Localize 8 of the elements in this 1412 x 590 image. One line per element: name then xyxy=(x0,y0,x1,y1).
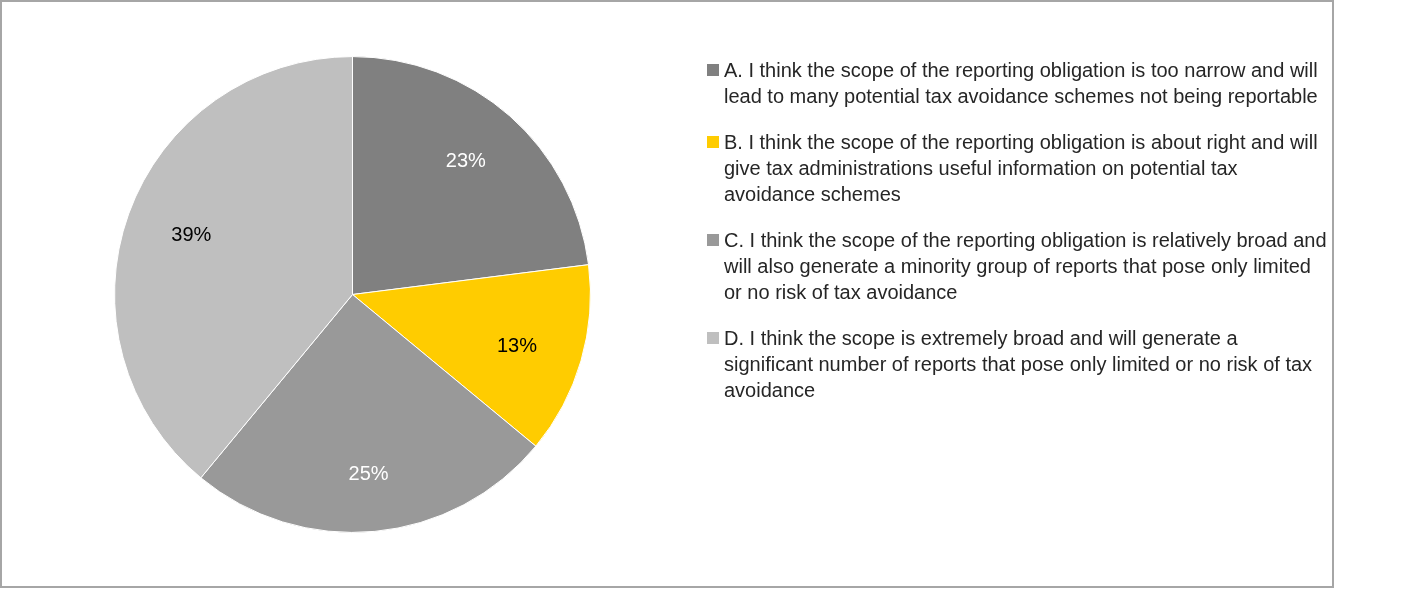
legend-label: C. I think the scope of the reporting obligation is relatively broad and will also generate a minority group of reports that pose only limited or no risk of tax avoidance xyxy=(724,228,1327,305)
data-label: 39% xyxy=(171,222,212,245)
legend-label: D. I think the scope is extremely broad and will generate a significant number of reports that pose only limited or no risk of tax avoidance xyxy=(724,326,1314,403)
data-label: 25% xyxy=(348,462,389,485)
legend-label: A. I think the scope of the reporting obligation is too narrow and will lead to many potential tax avoidance schemes not being reportable xyxy=(724,58,1319,109)
data-label: 13% xyxy=(496,333,538,356)
legend-label: B. I think the scope of the reporting obligation is about right and will give tax administrations useful information on potential tax avoidance schemes xyxy=(724,130,1319,207)
data-label: 23% xyxy=(445,148,487,171)
